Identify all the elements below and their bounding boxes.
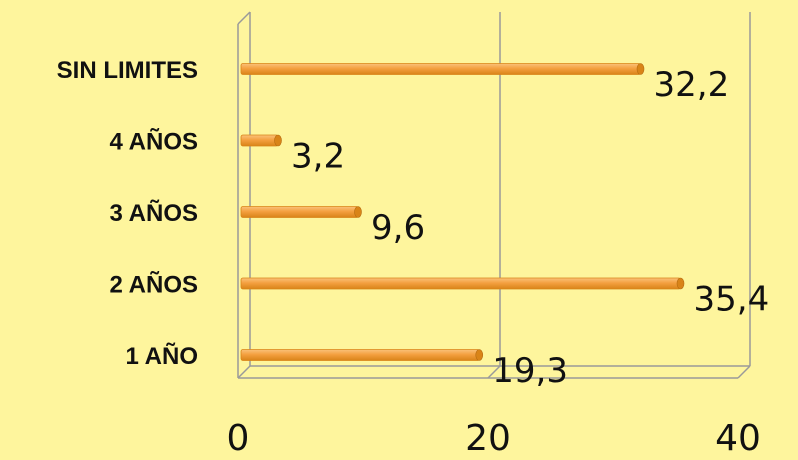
category-label: SIN LIMITES xyxy=(57,57,198,84)
x-tick-label: 40 xyxy=(715,418,761,459)
category-label: 3 AÑOS xyxy=(110,199,198,227)
category-label: 2 AÑOS xyxy=(110,271,198,299)
gridline-depth xyxy=(487,365,501,379)
value-label: 3,2 xyxy=(291,137,345,177)
bars xyxy=(240,63,685,361)
gridline-depth xyxy=(237,365,251,379)
value-label: 9,6 xyxy=(371,208,425,248)
gridline-depth xyxy=(737,365,751,379)
bar xyxy=(240,134,282,147)
value-label: 32,2 xyxy=(654,65,730,105)
category-label: 1 AÑO xyxy=(126,342,198,370)
labels: 19,3 1 AÑO 35,4 2 AÑOS 9,6 3 AÑOS 3,2 4 AÑOS 32,… xyxy=(57,57,770,459)
side-wall-top xyxy=(237,11,251,25)
value-label: 35,4 xyxy=(694,280,770,320)
bar xyxy=(240,63,645,75)
bar xyxy=(240,206,362,218)
category-label: 4 AÑOS xyxy=(110,128,198,156)
value-label: 19,3 xyxy=(492,351,568,391)
x-tick-label: 0 xyxy=(227,418,250,459)
bar xyxy=(240,349,484,361)
x-tick-label: 20 xyxy=(465,418,511,459)
bar xyxy=(240,277,685,290)
